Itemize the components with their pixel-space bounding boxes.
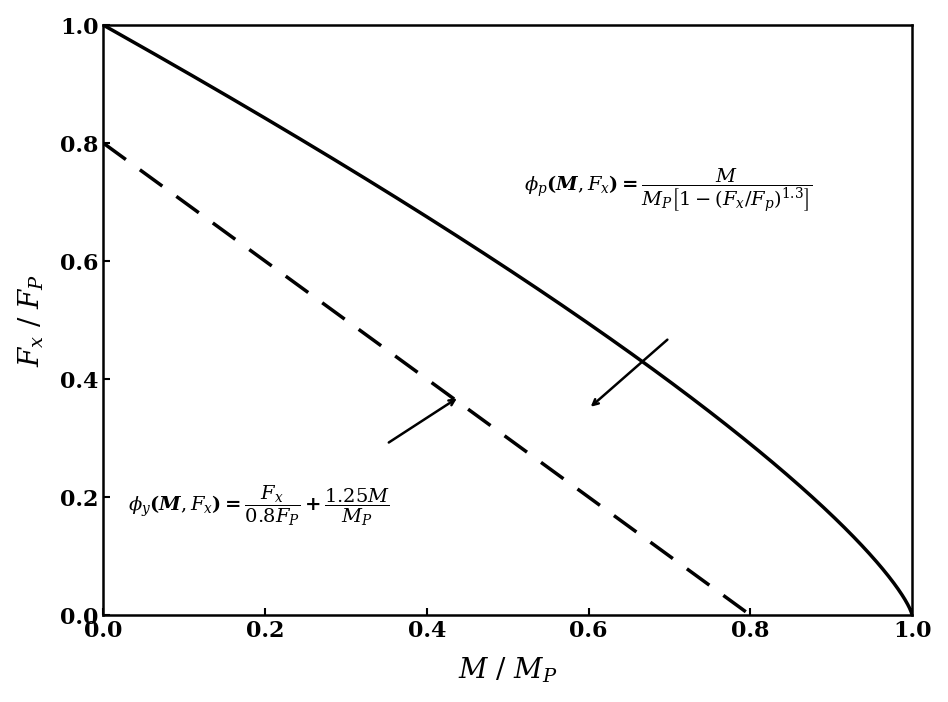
X-axis label: $\mathit{M}\ /\ \mathit{M_P}$: $\mathit{M}\ /\ \mathit{M_P}$ bbox=[458, 656, 557, 685]
Text: $\boldsymbol{\phi_y(M,F_x)=\dfrac{F_x}{0.8F_P}+\dfrac{1.25M}{M_P}}$: $\boldsymbol{\phi_y(M,F_x)=\dfrac{F_x}{0… bbox=[128, 484, 390, 528]
Y-axis label: $\mathit{F_x}\ /\ \mathit{F_P}$: $\mathit{F_x}\ /\ \mathit{F_P}$ bbox=[17, 274, 46, 366]
Text: $\boldsymbol{\phi_p(M,F_x)=\dfrac{M}{M_P\left[1-(F_x/F_p)^{1.3}\right]}}$: $\boldsymbol{\phi_p(M,F_x)=\dfrac{M}{M_P… bbox=[524, 166, 812, 214]
